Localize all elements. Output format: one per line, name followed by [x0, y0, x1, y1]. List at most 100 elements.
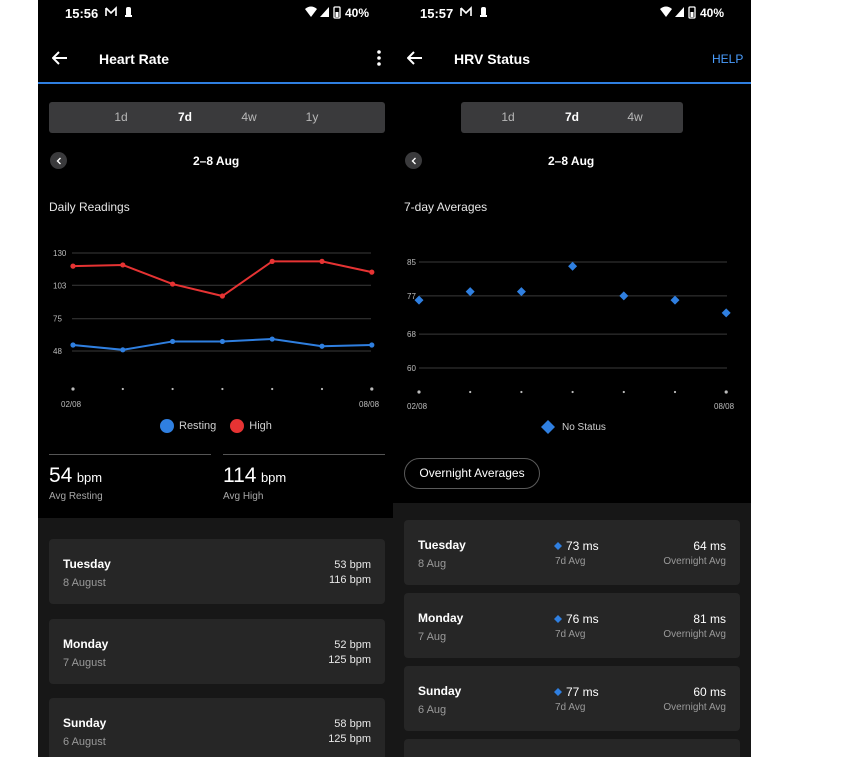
y-tick-label: 60 [407, 364, 416, 373]
list-item-overnight: 64 ms [693, 539, 726, 553]
tab-4w[interactable]: 4w [241, 110, 257, 124]
list-item-overnight: 60 ms [693, 685, 726, 699]
legend-no-status-swatch [541, 420, 555, 434]
tab-1y[interactable]: 1y [305, 110, 319, 124]
list-item[interactable]: Tuesday 8 Aug 73 ms 7d Avg 64 ms Overnig… [404, 520, 740, 585]
list-item-resting: 58 bpm [334, 718, 371, 730]
resting-point [369, 342, 375, 348]
y-tick-label: 130 [53, 249, 67, 258]
x-tick-dot [469, 390, 472, 394]
x-tick-dot [370, 387, 374, 391]
list-item-day: Monday [418, 611, 464, 625]
battery-icon [333, 6, 341, 19]
wifi-icon [305, 6, 317, 17]
cell-signal-icon [675, 7, 684, 17]
list-item-day: Tuesday [418, 538, 466, 552]
legend-high-swatch [230, 419, 245, 433]
x-tick-label: 08/08 [359, 400, 380, 409]
chart-legend: Resting High [160, 419, 272, 433]
tab-7d[interactable]: 7d [564, 110, 579, 124]
high-point [219, 293, 225, 299]
list-item[interactable]: Tuesday 8 August 53 bpm 116 bpm [49, 539, 385, 604]
list-item-7d-avg: 77 ms [566, 685, 599, 699]
stats-divider-left [49, 454, 211, 455]
tab-7d[interactable]: 7d [177, 110, 192, 124]
period-tabs: 1d 7d 4w 1y [49, 102, 385, 133]
x-tick-dot [622, 390, 625, 394]
status-diamond-icon [554, 688, 562, 696]
x-tick-dot [571, 390, 574, 394]
hrv-point [619, 291, 629, 301]
chevron-left-icon [411, 157, 416, 164]
status-diamond-icon [554, 542, 562, 550]
list-item[interactable]: Monday 7 Aug 76 ms 7d Avg 81 ms Overnigh… [404, 593, 740, 658]
x-tick-dot [271, 387, 274, 391]
section-label: Daily Readings [49, 200, 130, 214]
heart-rate-screen: 15:56 40% Heart Rate 1d 7d 4w 1y 2–8 Aug [38, 0, 393, 757]
wifi-signal-icons [659, 5, 697, 24]
list-item[interactable]: Sunday 6 Aug 77 ms 7d Avg 60 ms Overnigh… [404, 666, 740, 731]
hrv-chart: 85 77 68 60 02/08 08/08 [407, 258, 735, 411]
list-item-7d-avg-label: 7d Avg [555, 702, 586, 713]
list-item-high: 125 bpm [328, 654, 371, 666]
avg-high-stat: 114 bpm [223, 464, 286, 488]
high-point [70, 263, 76, 269]
back-arrow-icon[interactable] [405, 48, 425, 68]
page-title: Heart Rate [99, 51, 170, 67]
page-title: HRV Status [454, 51, 530, 67]
list-item-high: 116 bpm [329, 574, 371, 586]
list-item-7d-avg-label: 7d Avg [555, 556, 586, 567]
high-point [120, 262, 126, 268]
chevron-left-icon [56, 157, 61, 164]
resting-point [269, 336, 275, 342]
section-label: 7-day Averages [404, 200, 488, 214]
list-item-overnight: 81 ms [693, 612, 726, 626]
list-item-overnight-label: Overnight Avg [663, 556, 726, 567]
more-options-icon[interactable] [372, 49, 386, 67]
battery-percent: 40% [345, 6, 370, 20]
high-point [269, 258, 275, 264]
hrv-point [721, 308, 731, 318]
list-item[interactable] [404, 739, 740, 757]
x-tick-dot [673, 390, 677, 394]
hrv-point [670, 295, 680, 305]
y-tick-label: 75 [53, 315, 62, 324]
list-item-date: 7 Aug [418, 631, 447, 643]
chart-legend: No Status [541, 420, 606, 434]
legend-high-label: High [249, 420, 272, 432]
help-link[interactable]: HELP [712, 52, 744, 66]
date-range: 2–8 Aug [548, 154, 595, 168]
resting-point [219, 338, 225, 345]
battery-percent: 40% [700, 6, 725, 20]
list-item-7d-avg: 76 ms [566, 612, 599, 626]
list-item-date: 7 August [63, 657, 106, 669]
heart-rate-chart: 130 103 75 48 02/08 08/08 [53, 249, 380, 409]
y-tick-label: 77 [407, 292, 416, 301]
status-time: 15:57 [420, 6, 454, 21]
list-item[interactable]: Monday 7 August 52 bpm 125 bpm [49, 619, 385, 684]
list-item-day: Sunday [418, 684, 462, 698]
battery-icon [688, 6, 696, 19]
y-tick-label: 68 [407, 330, 416, 339]
list-item-resting: 53 bpm [334, 559, 371, 571]
x-tick-label: 02/08 [407, 402, 428, 411]
avg-resting-label: Avg Resting [49, 491, 103, 502]
appbar-divider [38, 82, 393, 84]
back-arrow-icon[interactable] [50, 48, 70, 68]
list-item[interactable]: Sunday 6 August 58 bpm 125 bpm [49, 698, 385, 757]
tab-1d[interactable]: 1d [501, 110, 515, 124]
overnight-averages-button[interactable]: Overnight Averages [404, 458, 540, 489]
previous-period-button[interactable] [50, 152, 67, 169]
high-point [319, 258, 325, 264]
tab-1d[interactable]: 1d [114, 110, 128, 124]
list-item-overnight-label: Overnight Avg [663, 629, 726, 640]
avg-high-label: Avg High [223, 491, 264, 502]
legend-no-status-label: No Status [562, 421, 606, 433]
previous-period-button[interactable] [405, 152, 422, 169]
wifi-signal-icons [304, 5, 342, 24]
legend-resting-label: Resting [179, 420, 217, 432]
tab-4w[interactable]: 4w [627, 110, 643, 124]
hrv-point [465, 287, 475, 297]
legend-resting-swatch [160, 419, 174, 433]
list-item-high: 125 bpm [328, 733, 371, 745]
